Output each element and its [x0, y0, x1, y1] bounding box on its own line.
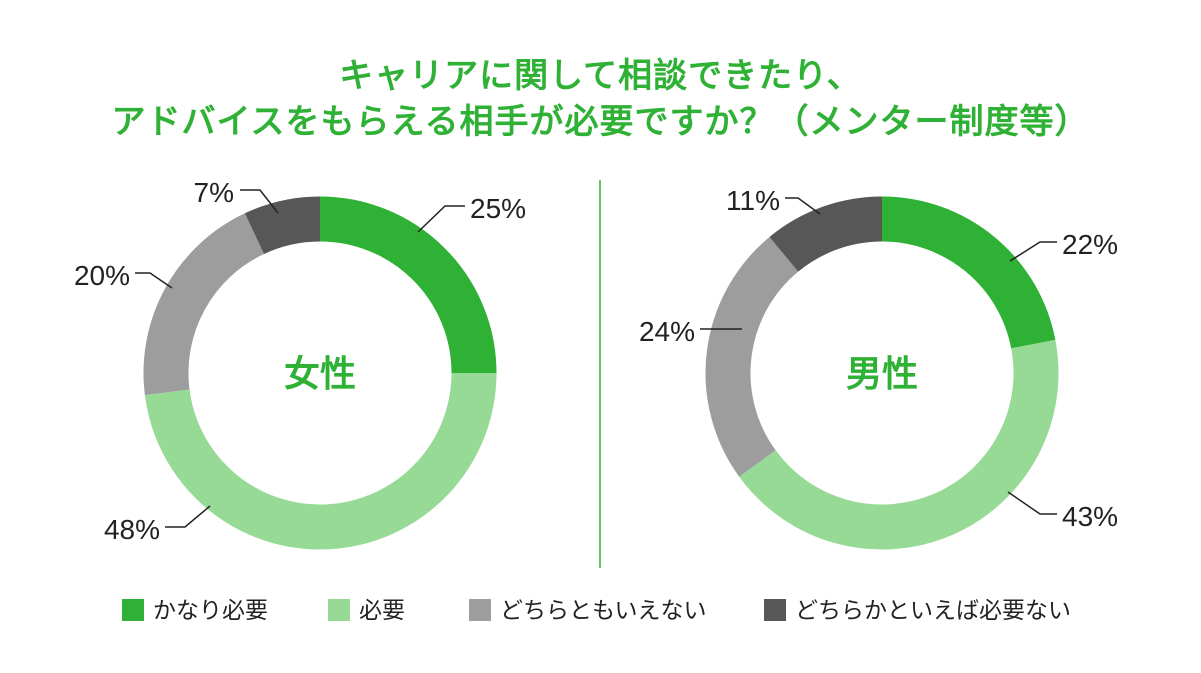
legend: かなり必要 必要 どちらともいえない どちらかといえば必要ない	[122, 598, 1071, 624]
data-label-male-neutral: 24%	[639, 316, 695, 347]
donut-slice-male-neutral	[705, 237, 799, 477]
center-label-male: 男性	[846, 354, 918, 395]
center-label-female: 女性	[284, 354, 356, 395]
legend-swatch-very-necessary	[122, 599, 144, 621]
chart-title-line-1: キャリアに関して相談できたり、	[339, 56, 862, 96]
legend-label-very-necessary: かなり必要	[153, 598, 268, 624]
legend-swatch-not-necessary	[764, 599, 786, 621]
chart-title-line-2: アドバイスをもらえる相手が必要ですか？（メンター制度等）	[111, 102, 1090, 142]
data-label-male-not-necessary: 11%	[726, 185, 780, 216]
leader-line-female-very-necessary	[417, 205, 465, 233]
data-label-female-very-necessary: 25%	[470, 193, 526, 224]
donut-slice-female-not-necessary	[244, 196, 321, 255]
data-label-female-necessary: 48%	[104, 514, 160, 545]
legend-swatch-necessary	[328, 599, 350, 621]
legend-label-necessary: 必要	[359, 598, 405, 624]
leader-line-male-not-necessary	[785, 197, 821, 215]
donut-slice-male-necessary	[739, 339, 1059, 550]
legend-swatch-neutral	[469, 599, 491, 621]
donut-chart-male: 22% 43% 24% 11% 男性	[639, 185, 1118, 550]
legend-label-not-necessary: どちらかといえば必要ない	[795, 598, 1071, 624]
leader-line-male-very-necessary	[1009, 241, 1057, 262]
donut-slice-male-not-necessary	[769, 196, 883, 273]
leader-line-male-necessary	[1007, 491, 1057, 515]
data-label-female-not-necessary: 7%	[194, 177, 234, 208]
leader-line-female-not-necessary	[240, 189, 279, 214]
donut-slice-female-very-necessary	[319, 196, 497, 374]
donut-slice-female-neutral	[143, 213, 265, 396]
data-label-female-neutral: 20%	[74, 260, 130, 291]
leader-line-female-neutral	[135, 272, 173, 289]
data-label-male-very-necessary: 22%	[1062, 229, 1118, 260]
data-label-male-necessary: 43%	[1062, 501, 1118, 532]
donut-chart-female: 25% 48% 20% 7% 女性	[74, 177, 526, 550]
donut-slice-male-very-necessary	[881, 196, 1056, 349]
leader-line-female-necessary	[165, 505, 211, 528]
legend-label-neutral: どちらともいえない	[500, 598, 707, 624]
donut-slice-female-necessary	[144, 372, 497, 550]
